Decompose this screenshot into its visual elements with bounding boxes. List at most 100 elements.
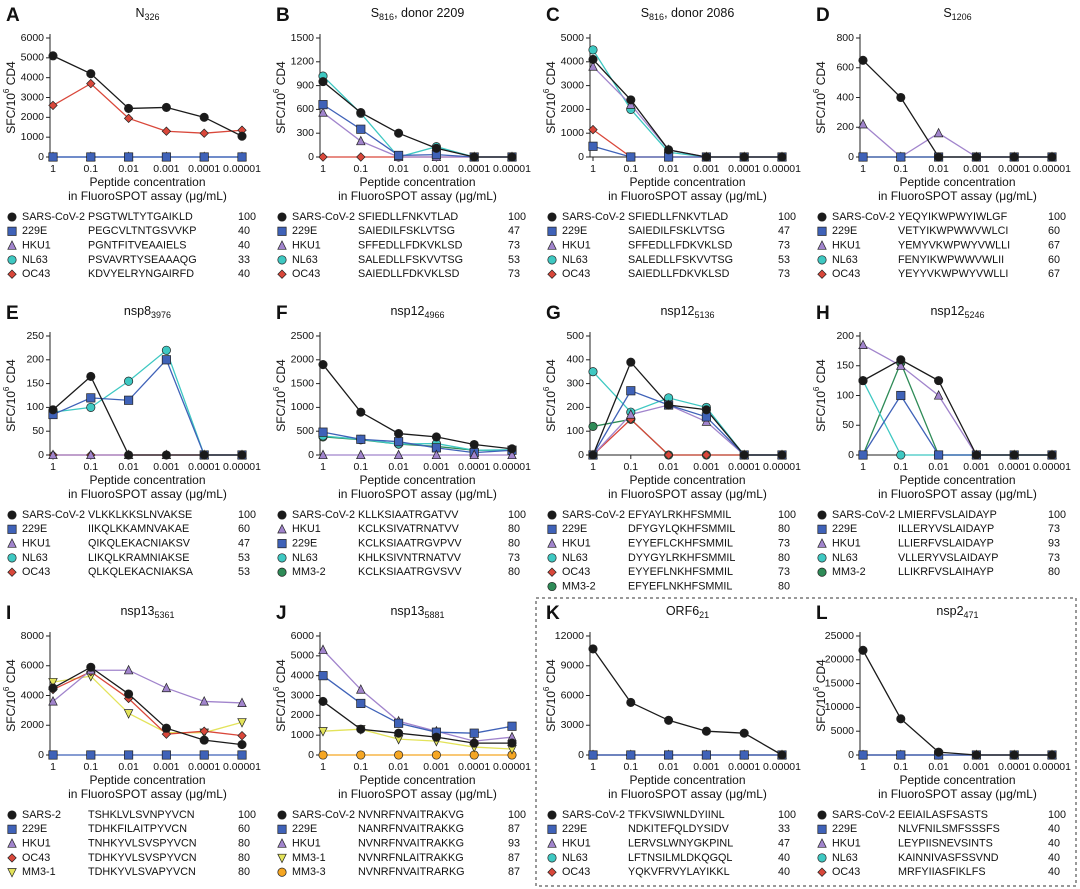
- legend-sequence: LIKQLKRAMNIAKSE: [88, 552, 189, 564]
- marker: [237, 750, 247, 760]
- marker: [161, 152, 171, 162]
- marker: [161, 126, 172, 136]
- x-tick-label: 0.01: [658, 761, 679, 773]
- marker: [547, 226, 557, 236]
- x-tick-label: 0.01: [928, 761, 949, 773]
- series-line: [52, 666, 243, 746]
- legend-identity: 80: [508, 566, 520, 578]
- x-tick-label: 0.001: [693, 461, 719, 473]
- marker: [507, 449, 517, 460]
- ylabel-sup: 6: [2, 386, 11, 391]
- legend-identity: 93: [508, 837, 520, 849]
- x-tick-label: 0.01: [118, 461, 139, 473]
- ylabel-main: SFC/10: [274, 391, 288, 432]
- legend-sequence: TSHKLVLSVNPYVCN: [88, 809, 195, 821]
- panel-letter: E: [6, 303, 19, 324]
- marker: [237, 730, 247, 741]
- legend-sequence: SAIEDLLFDKVKLSD: [358, 268, 460, 280]
- y-tick-label: 6000: [561, 689, 585, 701]
- title-sub: 816: [379, 12, 394, 22]
- marker: [277, 838, 287, 848]
- x-axis-label: Peptide concentration: [89, 175, 205, 189]
- ylabel-sup: 6: [272, 88, 281, 93]
- y-axis-label: SFC/106 CD4: [542, 659, 558, 732]
- series-line: [592, 145, 782, 158]
- marker: [277, 240, 287, 250]
- marker: [318, 727, 328, 737]
- y-tick-label: 900: [296, 79, 314, 91]
- panel-letter: J: [276, 603, 287, 624]
- x-tick-label: 0.00001: [763, 461, 801, 473]
- legend-name: OC43: [562, 866, 590, 878]
- marker: [1047, 750, 1057, 760]
- y-tick-label: 500: [296, 425, 314, 437]
- legend-name: 229E: [562, 823, 587, 835]
- marker: [547, 853, 557, 863]
- y-tick-label: 100: [566, 425, 584, 437]
- marker: [318, 77, 328, 87]
- legend-name: OC43: [22, 268, 50, 280]
- marker: [394, 429, 404, 439]
- marker: [547, 567, 557, 577]
- marker: [933, 127, 944, 138]
- marker: [817, 838, 827, 848]
- marker: [588, 141, 598, 151]
- legend-name: HKU1: [22, 837, 51, 849]
- series-line: [322, 81, 512, 158]
- marker: [48, 449, 58, 460]
- legend-sequence: SALEDLLFSKVVTSG: [358, 254, 463, 266]
- legend-sequence: TDHKYVLSVAPYVCN: [88, 866, 196, 878]
- legend-name: NL63: [562, 254, 588, 266]
- x-tick-label: 0.0001: [188, 761, 220, 773]
- legend-identity: 87: [508, 866, 520, 878]
- legend-identity: 40: [238, 239, 250, 251]
- x-tick-label: 0.001: [423, 461, 449, 473]
- marker: [7, 853, 17, 863]
- marker: [161, 450, 171, 460]
- legend-identity: 40: [778, 866, 790, 878]
- marker: [663, 450, 674, 460]
- marker: [588, 61, 598, 71]
- legend-identity: 80: [778, 580, 790, 592]
- legend-name: HKU1: [562, 239, 591, 251]
- marker: [547, 212, 557, 222]
- y-tick-label: 0: [38, 449, 44, 461]
- marker: [777, 750, 787, 760]
- legend-identity: 53: [508, 254, 520, 266]
- y-axis-label: SFC/106 CD4: [272, 61, 288, 134]
- marker: [48, 100, 58, 111]
- legend-sequence: QIKQLEKACNIAKSV: [88, 537, 191, 549]
- x-axis-label: in FluoroSPOT assay (μg/mL): [608, 487, 767, 501]
- marker: [356, 152, 366, 162]
- marker: [356, 434, 366, 444]
- ylabel-main: SFC/10: [4, 691, 18, 732]
- marker: [858, 118, 868, 129]
- title-main: S: [943, 6, 951, 20]
- y-tick-label: 12000: [555, 630, 584, 642]
- y-tick-label: 4000: [291, 669, 315, 681]
- legend-name: SARS-CoV-2: [832, 809, 895, 821]
- marker: [48, 51, 58, 61]
- ylabel-main: SFC/10: [274, 691, 288, 732]
- marker: [896, 355, 906, 365]
- x-tick-label: 0.1: [353, 761, 368, 773]
- x-tick-label: 0.01: [388, 461, 409, 473]
- x-tick-label: 1: [860, 461, 866, 473]
- legend-identity: 73: [778, 268, 790, 280]
- marker: [547, 553, 557, 563]
- y-axis-label: SFC/106 CD4: [2, 61, 18, 134]
- panel-letter: G: [546, 303, 561, 324]
- legend-sequence: KAINNIVASFSSVND: [898, 852, 999, 864]
- legend-name: HKU1: [292, 837, 321, 849]
- x-tick-label: 0.001: [153, 461, 179, 473]
- legend-sequence: TNHKYVLSVSPYVCN: [88, 837, 197, 849]
- marker: [277, 523, 287, 534]
- marker: [817, 567, 827, 577]
- legend-identity: 40: [238, 268, 250, 280]
- marker: [48, 695, 58, 706]
- marker: [588, 367, 598, 377]
- x-axis-label: in FluoroSPOT assay (μg/mL): [68, 487, 227, 501]
- marker: [588, 450, 598, 460]
- series-line: [322, 364, 513, 450]
- ylabel-sup: 6: [2, 88, 11, 93]
